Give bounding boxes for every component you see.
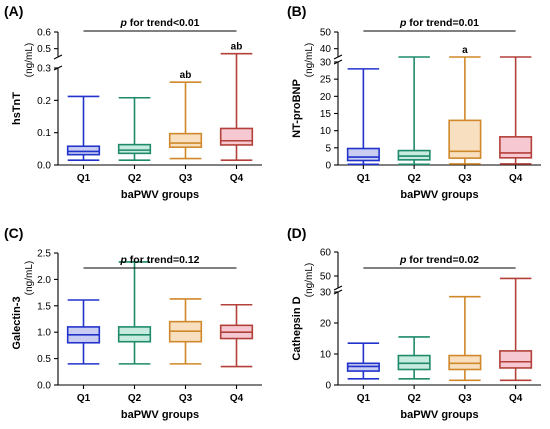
- panel-b-x-tick-label: Q1: [357, 173, 371, 184]
- panel-d-y-axis-unit: (ng/mL): [304, 263, 315, 297]
- panel-d-box-q4: [499, 350, 533, 369]
- panel-a-y-tick-label: 0.0: [37, 161, 51, 172]
- panel-b-trend-label: p for trend=0.01: [399, 17, 479, 29]
- panel-a-y-tick-label: 0.3: [37, 64, 51, 75]
- panel-b-significance-label: a: [462, 45, 468, 56]
- panel-a-trend-p: p: [119, 17, 127, 29]
- panel-b-axis-break-mark: [333, 54, 343, 60]
- panel-c-y-tick-label: 0.0: [37, 381, 51, 392]
- panel-b-x-axis-label: baPWV groups: [400, 189, 478, 201]
- panel-b-y-tick-label: 40: [320, 44, 332, 55]
- panel-a-x-tick-label: Q2: [128, 173, 142, 184]
- panel-d-x-axis-label: baPWV groups: [400, 409, 478, 421]
- panel-b-y-tick-label: 50: [320, 28, 332, 39]
- panel-c-x-tick-label: Q2: [128, 393, 142, 404]
- panel-b-x-tick-label: Q2: [407, 173, 421, 184]
- panel-c-y-tick-label: 0.5: [37, 354, 51, 365]
- panel-b-y-tick-label: 25: [320, 75, 332, 86]
- panel-a-box-q1: [66, 145, 101, 156]
- panel-b-y-tick-label: 10: [320, 126, 332, 137]
- panel-a-axis-break-mark: [53, 54, 63, 60]
- panel-b-y-tick-label: 20: [320, 92, 332, 103]
- panel-a-x-tick-label: Q1: [77, 173, 91, 184]
- panel-a-label: (A): [4, 3, 23, 19]
- panel-c-x-tick-label: Q1: [77, 393, 91, 404]
- panel-a-box-q3: [168, 132, 203, 149]
- panel-b-y-tick-label: 30: [320, 58, 332, 69]
- panel-c-label: (C): [4, 225, 23, 241]
- panel-c-y-axis-unit: (ng/mL): [24, 261, 35, 295]
- panel-d-trend-p: p: [399, 254, 407, 266]
- panel-a-y-axis-unit: (ng/mL): [24, 43, 35, 77]
- panel-c-y-axis-label: Galectin-3: [11, 296, 23, 349]
- panel-d-label: (D): [287, 225, 306, 241]
- panel-d-trend-label: p for trend=0.02: [399, 254, 479, 266]
- panel-b-y-tick-label: 15: [320, 109, 332, 120]
- panel-d-y-tick-label: 50: [320, 272, 332, 283]
- panel-a-y-tick-label: 0.1: [37, 128, 51, 139]
- panel-d-y-tick-label: 20: [320, 319, 332, 330]
- panel-b-box-q1: [346, 147, 380, 162]
- panel-a-y-tick-label: 0.5: [37, 44, 51, 55]
- panel-b-y-axis-label: NT-proBNP: [291, 79, 303, 138]
- panel-d-x-tick-label: Q3: [458, 393, 472, 404]
- panel-b-label: (B): [287, 3, 306, 19]
- panel-a-x-tick-label: Q4: [230, 173, 244, 184]
- panel-b-trend-text: for trend=0.01: [406, 17, 479, 29]
- panel-d-y-tick-label: 60: [320, 248, 332, 259]
- panel-a-y-axis-label: hsTnT: [11, 92, 23, 125]
- panel-d-y-axis-label: Cathepsin D: [291, 296, 303, 360]
- panel-c-y-tick-label: 1.0: [37, 328, 51, 339]
- panel-d-x-tick-label: Q2: [407, 393, 421, 404]
- panel-a-box-q4: [219, 127, 254, 146]
- panel-d-axis-break-mark: [333, 285, 343, 291]
- panel-c-y-tick-label: 2.5: [37, 249, 51, 260]
- panel-a-significance-label: ab: [180, 70, 192, 81]
- panel-c-trend-text: for trend=0.12: [127, 254, 200, 266]
- panel-d-y-tick-label: 10: [320, 350, 332, 361]
- panel-c-y-tick-label: 1.5: [37, 301, 51, 312]
- panel-c-y-tick-label: 2.0: [37, 275, 51, 286]
- panel-b-y-tick-label: 5: [325, 143, 331, 154]
- panel-a-box-q2: [117, 143, 152, 155]
- panel-a-significance-label: ab: [231, 42, 243, 53]
- panel-d-y-tick-label: 30: [320, 288, 332, 299]
- panel-a-trend-label: p for trend<0.01: [119, 17, 199, 29]
- panel-b-y-axis-unit: (ng/mL): [304, 43, 315, 77]
- panel-c-x-axis-label: baPWV groups: [121, 409, 199, 421]
- panel-c-trend-p: p: [119, 254, 127, 266]
- panel-b-box-q4: [499, 136, 533, 159]
- panel-d-y-tick-label: 0: [325, 381, 331, 392]
- panel-d-x-tick-label: Q1: [357, 393, 371, 404]
- panel-b-box-q3: [448, 119, 482, 159]
- panel-a-y-tick-label: 0.2: [37, 96, 51, 107]
- panel-a-x-axis-label: baPWV groups: [121, 189, 199, 201]
- panel-d-trend-text: for trend=0.02: [406, 254, 479, 266]
- panel-b-x-tick-label: Q4: [509, 173, 523, 184]
- panel-a-y-tick-label: 0.6: [37, 28, 51, 39]
- panel-b-y-tick-label: 0: [325, 161, 331, 172]
- panel-c-x-tick-label: Q4: [230, 393, 244, 404]
- panel-b-box-q2: [397, 149, 431, 161]
- panel-a-trend-text: for trend<0.01: [127, 17, 200, 29]
- panel-c-trend-label: p for trend=0.12: [119, 254, 199, 266]
- panel-a-x-tick-label: Q3: [179, 173, 193, 184]
- panel-d-x-tick-label: Q4: [509, 393, 523, 404]
- panel-c-x-tick-label: Q3: [179, 393, 193, 404]
- panel-b-x-tick-label: Q3: [458, 173, 472, 184]
- panel-b-trend-p: p: [399, 17, 407, 29]
